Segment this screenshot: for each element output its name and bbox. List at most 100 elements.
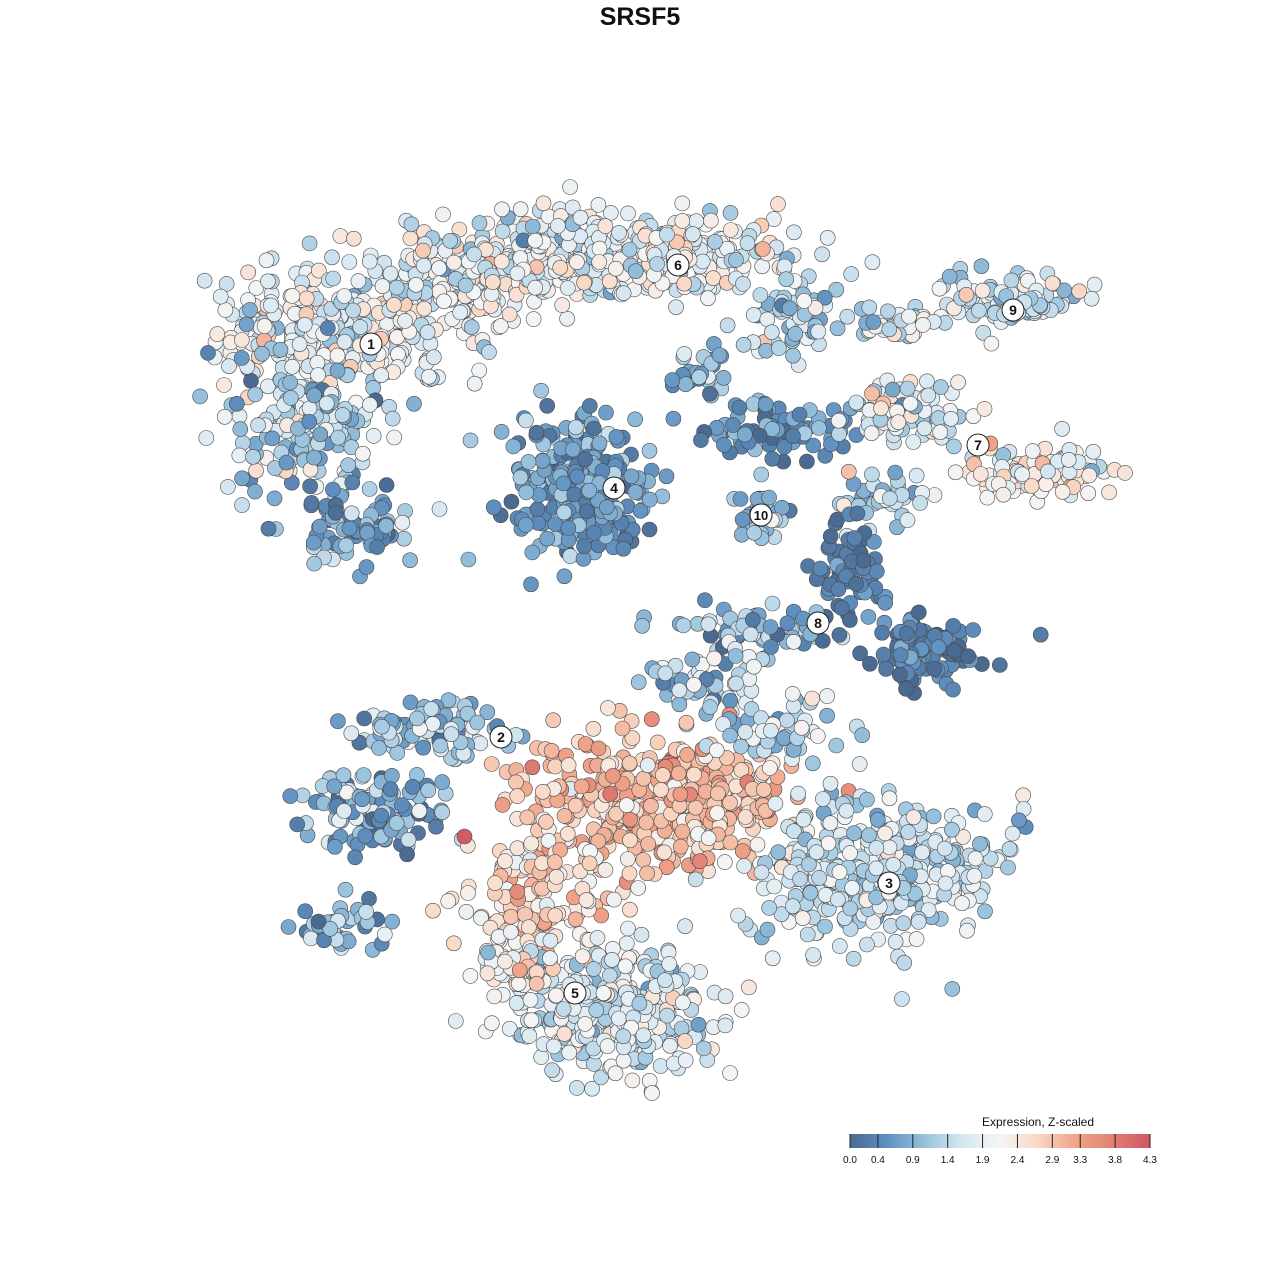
cell-point-277 xyxy=(296,316,313,333)
cell-point-3025 xyxy=(640,836,657,852)
cell-point-2543 xyxy=(347,849,363,866)
cell-point-3468 xyxy=(759,921,776,938)
cell-point-2351 xyxy=(684,651,701,668)
cell-point-1071 xyxy=(632,503,649,519)
cell-point-767 xyxy=(198,430,215,446)
cell-point-1115 xyxy=(493,423,510,440)
cell-point-3756 xyxy=(544,1062,560,1078)
cell-point-3940 xyxy=(508,995,525,1011)
cell-point-2290 xyxy=(744,611,761,628)
cell-point-1363 xyxy=(722,222,739,238)
cell-point-4038 xyxy=(779,712,795,729)
cluster-label-text: 1 xyxy=(367,336,375,352)
cell-point-2552 xyxy=(373,807,390,824)
cell-point-2345 xyxy=(727,648,744,664)
cell-point-3987 xyxy=(511,962,528,979)
cell-point-821 xyxy=(306,449,322,466)
cell-point-3990 xyxy=(574,948,591,965)
cell-point-1408 xyxy=(627,263,644,280)
cell-point-1452 xyxy=(828,281,845,298)
cell-point-1710 xyxy=(950,374,966,391)
cell-point-3191 xyxy=(622,901,638,918)
cell-point-3535 xyxy=(794,910,811,927)
cell-point-3184 xyxy=(523,835,540,852)
cell-point-3037 xyxy=(602,786,619,802)
cell-point-3036 xyxy=(534,783,551,800)
cell-point-1490 xyxy=(796,293,813,309)
cell-point-3928 xyxy=(604,951,620,968)
cell-point-3189 xyxy=(578,892,595,908)
cell-point-2720 xyxy=(678,714,695,731)
cell-point-1105 xyxy=(641,491,658,508)
cell-point-2932 xyxy=(590,740,607,757)
cell-point-493 xyxy=(415,257,432,274)
cell-point-3926 xyxy=(555,1001,572,1017)
cell-point-1679 xyxy=(905,434,922,450)
cell-point-1791 xyxy=(1080,485,1096,502)
cell-point-3565 xyxy=(966,868,983,884)
cell-point-3572 xyxy=(838,802,855,819)
cell-point-1324 xyxy=(739,235,756,251)
cell-point-1199 xyxy=(517,517,534,533)
cell-point-1855 xyxy=(1086,276,1103,293)
cell-point-1828 xyxy=(972,466,989,482)
cell-point-1973 xyxy=(915,317,931,333)
cell-point-3231 xyxy=(831,938,848,954)
cell-point-1484 xyxy=(816,289,833,306)
cell-point-666 xyxy=(527,232,544,249)
cell-point-145 xyxy=(216,377,232,393)
cell-point-770 xyxy=(354,445,371,462)
cell-point-811 xyxy=(232,421,249,437)
cell-point-3446 xyxy=(851,756,868,772)
cell-point-3537 xyxy=(908,931,925,947)
cell-point-1195 xyxy=(520,454,537,470)
cell-point-3047 xyxy=(635,770,652,787)
cell-point-794 xyxy=(406,395,422,412)
cell-point-2444 xyxy=(432,737,449,754)
cell-point-2980 xyxy=(639,865,655,882)
cell-point-287 xyxy=(284,288,301,304)
cell-point-2825 xyxy=(716,854,733,870)
cell-point-2993 xyxy=(755,781,772,798)
cell-point-1662 xyxy=(848,394,865,411)
cell-point-1719 xyxy=(920,387,937,404)
cell-point-1487 xyxy=(807,300,824,316)
cell-point-2940 xyxy=(638,814,655,831)
cell-point-3724 xyxy=(652,1058,669,1074)
cell-point-2348 xyxy=(702,699,718,715)
cell-point-288 xyxy=(263,297,279,314)
cell-point-991 xyxy=(523,576,539,593)
cell-point-903 xyxy=(302,478,318,495)
cell-point-1833 xyxy=(1060,451,1077,468)
cell-point-2495 xyxy=(282,788,299,804)
cell-point-831 xyxy=(396,530,412,547)
cell-point-1598 xyxy=(757,396,774,413)
cell-point-184 xyxy=(324,249,340,266)
cell-point-1821 xyxy=(1038,476,1054,493)
cell-point-461 xyxy=(382,265,399,282)
cell-point-1111 xyxy=(539,530,556,547)
cell-point-1180 xyxy=(665,410,682,427)
cell-point-3347 xyxy=(770,844,787,861)
cell-point-3505 xyxy=(859,936,875,953)
cell-point-2436 xyxy=(330,713,346,730)
cell-point-3556 xyxy=(910,914,927,930)
cell-point-1390 xyxy=(591,254,608,270)
cell-point-730 xyxy=(310,367,326,383)
cell-point-1936 xyxy=(1071,283,1087,300)
cell-point-275 xyxy=(212,288,229,305)
cell-point-1776 xyxy=(1054,420,1070,437)
cell-point-3055 xyxy=(674,823,691,840)
cluster-label-8: 8 xyxy=(806,611,830,635)
cluster-label-7: 7 xyxy=(966,433,990,457)
cell-point-1176 xyxy=(560,520,577,536)
cell-point-1414 xyxy=(615,285,632,302)
cell-point-1184 xyxy=(518,484,535,501)
cell-point-1482 xyxy=(810,323,827,340)
cell-point-70 xyxy=(196,272,213,289)
cell-point-1523 xyxy=(676,346,693,362)
cell-point-3988 xyxy=(528,975,545,992)
cell-point-769 xyxy=(192,388,208,405)
cluster-label-text: 2 xyxy=(497,729,505,745)
